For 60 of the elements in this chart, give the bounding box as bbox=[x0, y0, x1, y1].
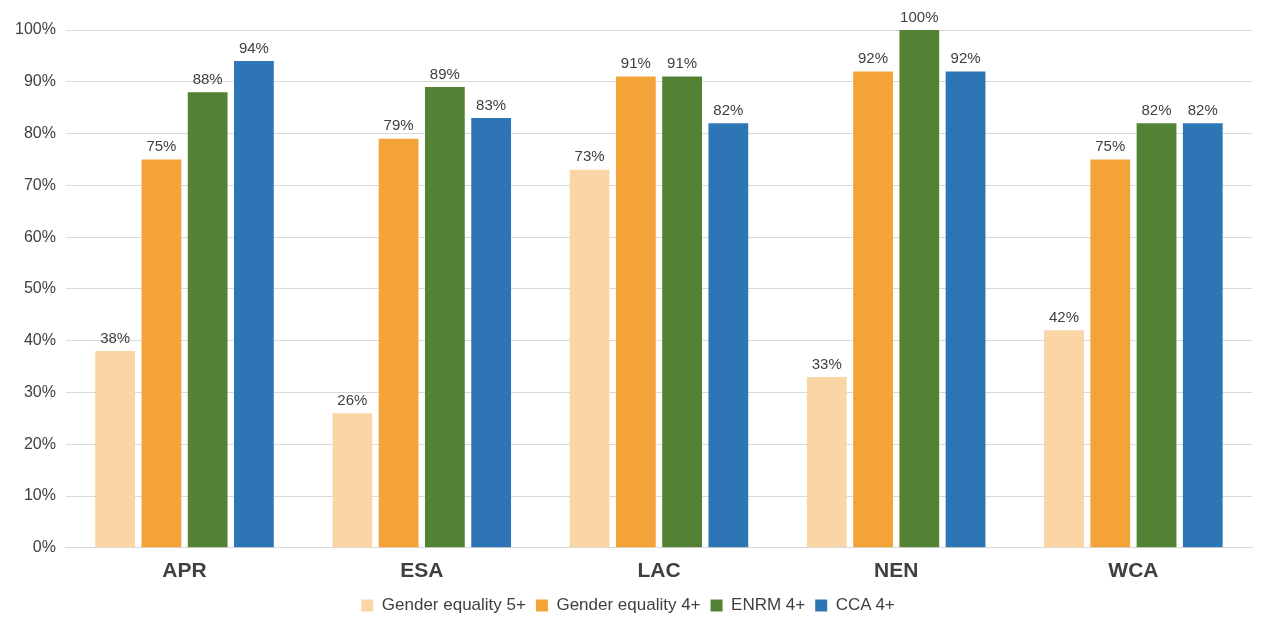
data-label: 73% bbox=[574, 147, 605, 165]
y-tick-label: 70% bbox=[23, 175, 56, 193]
bar bbox=[187, 92, 228, 548]
x-tick-label: APR bbox=[162, 558, 207, 582]
data-label: 92% bbox=[858, 49, 889, 67]
bar bbox=[234, 61, 274, 548]
data-label: 42% bbox=[1048, 307, 1080, 325]
y-tick-label: 20% bbox=[23, 434, 56, 452]
y-tick-label: 60% bbox=[23, 227, 56, 245]
data-label: 100% bbox=[900, 7, 939, 25]
data-label: 88% bbox=[192, 69, 223, 87]
data-label: 82% bbox=[1141, 100, 1172, 118]
bar bbox=[1090, 159, 1131, 548]
data-label: 75% bbox=[1095, 137, 1126, 155]
data-label: 26% bbox=[337, 390, 368, 408]
data-label: 89% bbox=[429, 64, 460, 82]
data-label: 82% bbox=[713, 100, 744, 118]
x-tick-label: LAC bbox=[637, 558, 681, 582]
legend-label: Gender equality 4+ bbox=[556, 595, 701, 615]
data-label: 75% bbox=[146, 137, 177, 155]
data-label: 91% bbox=[620, 54, 651, 72]
bar bbox=[141, 159, 182, 548]
data-label: 92% bbox=[950, 49, 981, 67]
bar bbox=[1182, 123, 1223, 548]
bar bbox=[471, 118, 512, 548]
y-tick-label: 80% bbox=[23, 123, 56, 141]
bar bbox=[569, 169, 610, 548]
bar bbox=[708, 123, 749, 548]
data-label: 91% bbox=[667, 54, 698, 72]
bar bbox=[1136, 123, 1177, 548]
data-label: 33% bbox=[811, 354, 842, 372]
bar bbox=[1044, 330, 1084, 548]
data-label: 83% bbox=[476, 95, 507, 113]
bar bbox=[424, 86, 465, 548]
legend-label: CCA 4+ bbox=[835, 595, 895, 615]
x-tick-label: WCA bbox=[1108, 558, 1159, 582]
bar bbox=[332, 413, 373, 548]
bar bbox=[853, 71, 893, 548]
y-tick-label: 100% bbox=[15, 20, 56, 38]
y-tick-label: 10% bbox=[23, 486, 56, 504]
y-tick-label: 50% bbox=[23, 279, 56, 297]
bar bbox=[378, 138, 419, 548]
bar bbox=[899, 30, 940, 548]
data-label: 82% bbox=[1187, 100, 1218, 118]
bar bbox=[945, 71, 986, 548]
bar bbox=[95, 351, 136, 548]
bar bbox=[806, 376, 847, 548]
data-label: 38% bbox=[100, 328, 131, 346]
y-tick-label: 40% bbox=[23, 331, 56, 349]
bar bbox=[615, 76, 656, 548]
y-tick-label: 30% bbox=[23, 382, 56, 400]
legend-label: ENRM 4+ bbox=[731, 595, 806, 615]
bar bbox=[662, 76, 702, 548]
y-tick-label: 90% bbox=[23, 72, 56, 90]
data-label: 79% bbox=[383, 116, 414, 134]
legend-label: Gender equality 5+ bbox=[381, 595, 526, 615]
data-label: 94% bbox=[238, 38, 269, 56]
x-tick-label: ESA bbox=[400, 558, 444, 582]
x-tick-label: NEN bbox=[874, 558, 919, 582]
y-tick-label: 0% bbox=[32, 538, 56, 556]
